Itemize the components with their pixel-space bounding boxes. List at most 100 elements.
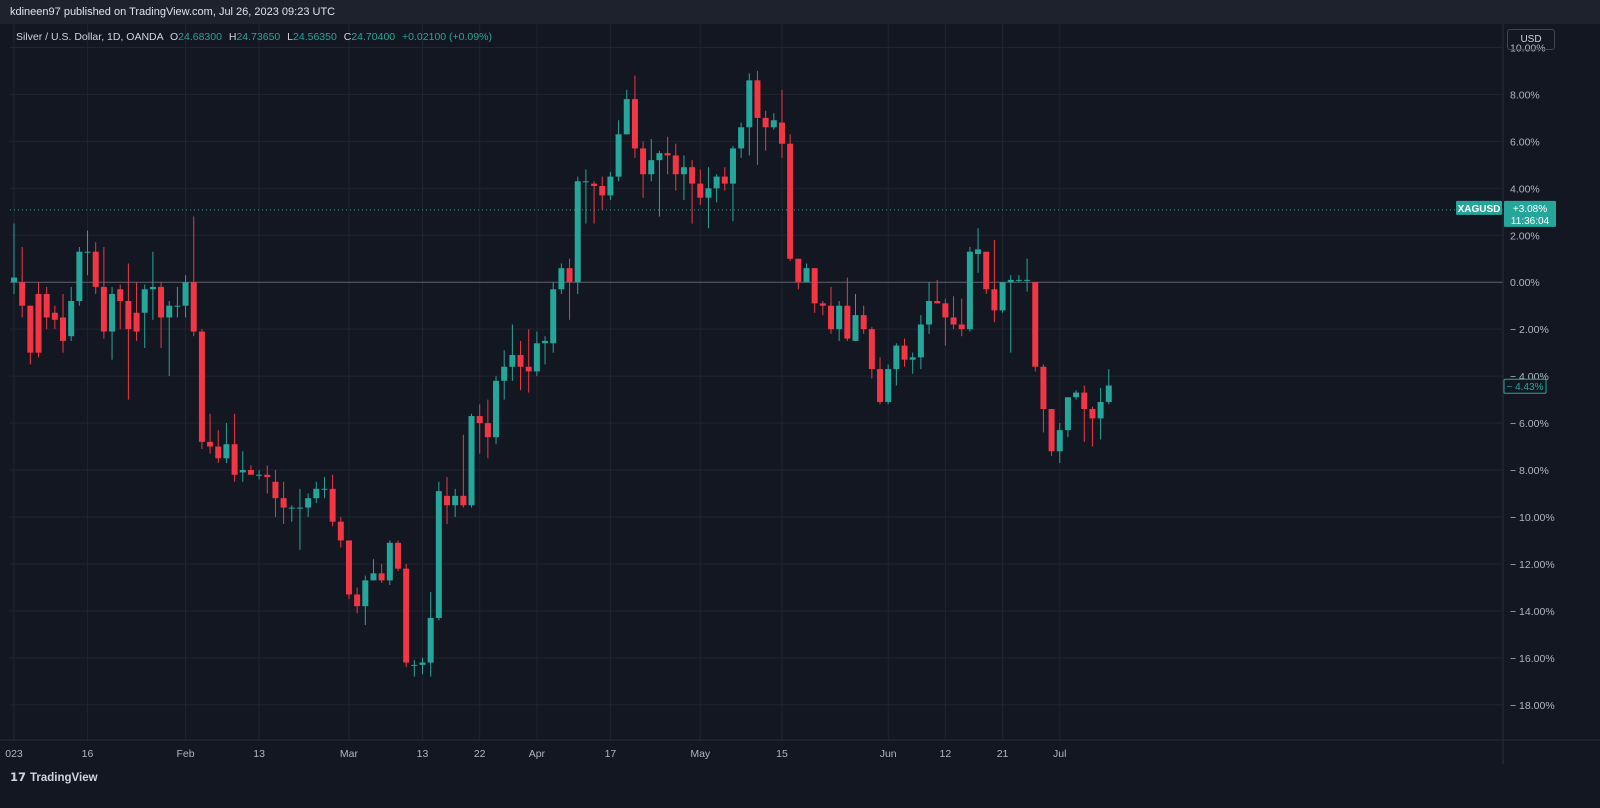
candle-body[interactable] (1007, 279, 1014, 283)
candle-body[interactable] (362, 580, 369, 607)
candle-body[interactable] (1064, 397, 1071, 431)
candle-body[interactable] (411, 664, 418, 666)
candle-body[interactable] (354, 594, 361, 607)
candle-body[interactable] (950, 317, 957, 325)
candle-body[interactable] (403, 568, 410, 663)
candle-body[interactable] (729, 148, 736, 184)
candle-body[interactable] (582, 181, 589, 183)
candle-body[interactable] (100, 286, 107, 332)
candle-body[interactable] (43, 293, 50, 318)
candle-body[interactable] (672, 155, 679, 175)
candle-body[interactable] (1056, 430, 1063, 452)
candle-body[interactable] (51, 312, 58, 320)
candle-body[interactable] (133, 312, 140, 332)
candle-body[interactable] (239, 470, 246, 473)
candle-body[interactable] (648, 160, 655, 175)
candle-body[interactable] (1032, 282, 1039, 367)
candle-body[interactable] (468, 416, 475, 506)
candle-body[interactable] (828, 305, 834, 330)
candle-body[interactable] (762, 117, 769, 128)
candle-body[interactable] (321, 488, 328, 490)
candle-body[interactable] (247, 470, 254, 475)
candle-body[interactable] (19, 282, 26, 306)
candle-body[interactable] (958, 324, 965, 330)
candle-body[interactable] (296, 507, 303, 509)
candle-body[interactable] (811, 268, 818, 304)
candle-body[interactable] (394, 542, 401, 569)
candle-body[interactable] (1105, 385, 1112, 402)
candle-body[interactable] (476, 416, 483, 424)
candle-body[interactable] (190, 282, 197, 332)
candle-body[interactable] (174, 305, 181, 307)
candle-body[interactable] (607, 176, 614, 196)
candle-body[interactable] (689, 167, 696, 184)
candle-body[interactable] (149, 286, 156, 290)
candle-body[interactable] (787, 143, 794, 259)
candle-body[interactable] (35, 293, 42, 353)
candle-body[interactable] (223, 444, 230, 459)
candle-body[interactable] (305, 498, 312, 508)
candle-body[interactable] (198, 331, 205, 442)
candle-body[interactable] (509, 355, 516, 367)
candle-body[interactable] (288, 507, 295, 509)
candle-body[interactable] (926, 301, 933, 325)
candle-body[interactable] (484, 423, 491, 438)
candle-body[interactable] (591, 183, 598, 186)
candle-body[interactable] (1097, 401, 1104, 419)
candle-body[interactable] (207, 441, 214, 447)
candle-body[interactable] (917, 324, 924, 358)
candle-body[interactable] (264, 474, 271, 478)
candle-body[interactable] (836, 305, 843, 330)
candle-body[interactable] (852, 315, 859, 341)
candle-body[interactable] (125, 301, 132, 330)
candle-body[interactable] (819, 303, 826, 306)
candle-body[interactable] (60, 317, 67, 341)
candle-body[interactable] (877, 369, 884, 402)
candle-body[interactable] (705, 188, 712, 198)
candle-body[interactable] (27, 305, 34, 353)
candle-body[interactable] (599, 185, 606, 196)
candle-body[interactable] (231, 444, 238, 475)
candle-body[interactable] (738, 127, 745, 149)
candle-body[interactable] (11, 277, 17, 283)
candle-body[interactable] (770, 120, 777, 128)
candle-body[interactable] (435, 491, 442, 618)
candle-body[interactable] (713, 176, 720, 189)
candle-body[interactable] (942, 303, 949, 318)
candle-body[interactable] (868, 329, 875, 370)
candle-body[interactable] (983, 251, 990, 290)
candle-body[interactable] (664, 153, 671, 156)
price-chart[interactable]: 10.00% 8.00% 6.00% 4.00% 2.00% 0.00% − 2.00% − … (0, 24, 1600, 764)
candle-body[interactable] (542, 340, 549, 344)
candle-body[interactable] (329, 488, 336, 522)
candle-body[interactable] (444, 495, 451, 506)
candle-body[interactable] (386, 542, 393, 581)
candle-body[interactable] (76, 251, 83, 302)
candle-body[interactable] (966, 251, 973, 330)
candle-body[interactable] (860, 315, 867, 330)
currency-button[interactable]: USD (1507, 29, 1555, 50)
chart-frame[interactable]: 10.00% 8.00% 6.00% 4.00% 2.00% 0.00% − 2.00% − … (0, 24, 1600, 788)
candle-body[interactable] (640, 148, 647, 175)
candle-body[interactable] (337, 521, 344, 541)
candle-body[interactable] (901, 345, 908, 360)
candle-body[interactable] (558, 268, 565, 290)
candle-body[interactable] (615, 134, 622, 177)
candle-body[interactable] (182, 282, 189, 306)
candle-body[interactable] (92, 251, 99, 287)
candle-body[interactable] (501, 366, 508, 381)
candle-body[interactable] (566, 268, 573, 283)
candle-body[interactable] (68, 301, 75, 337)
candle-body[interactable] (844, 305, 851, 339)
candle-body[interactable] (778, 122, 785, 144)
candle-body[interactable] (623, 99, 630, 135)
candle-body[interactable] (345, 540, 352, 595)
candle-body[interactable] (1024, 279, 1031, 281)
candle-body[interactable] (427, 617, 434, 663)
candle-body[interactable] (795, 258, 802, 283)
candle-body[interactable] (656, 153, 663, 161)
candle-body[interactable] (631, 99, 638, 149)
candle-body[interactable] (803, 268, 810, 283)
candle-body[interactable] (84, 251, 91, 253)
candle-body[interactable] (166, 305, 173, 318)
